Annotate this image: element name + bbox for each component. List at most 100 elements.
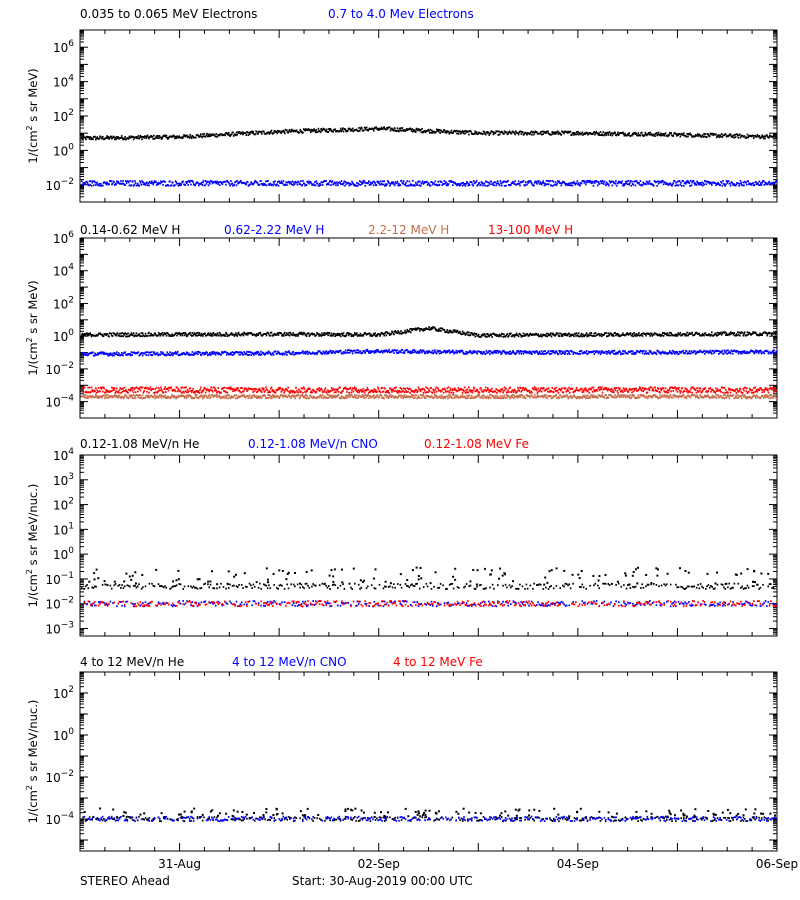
- data-point: [319, 183, 321, 185]
- data-point: [737, 182, 740, 185]
- data-point: [569, 333, 572, 336]
- data-point: [140, 332, 143, 335]
- data-point: [137, 395, 139, 397]
- data-point: [707, 334, 710, 337]
- data-point: [195, 136, 197, 139]
- data-point: [242, 395, 245, 398]
- data-point: [615, 353, 618, 355]
- data-point: [413, 395, 416, 397]
- data-point: [686, 133, 689, 135]
- data-point: [271, 396, 273, 399]
- data-point: [349, 332, 352, 335]
- data-point: [378, 333, 381, 336]
- series-title: 0.62-2.22 MeV H: [224, 223, 324, 237]
- data-point: [114, 395, 117, 398]
- data-point: [773, 349, 775, 352]
- data-point: [635, 333, 637, 335]
- data-point: [517, 133, 520, 136]
- data-point: [102, 335, 105, 337]
- data-point: [109, 137, 111, 139]
- data-point: [606, 352, 608, 355]
- data-point: [554, 131, 556, 134]
- data-point: [139, 335, 142, 338]
- data-point: [438, 350, 440, 352]
- data-point: [376, 334, 378, 337]
- data-point: [201, 136, 203, 139]
- data-point: [517, 132, 519, 134]
- data-point: [181, 137, 184, 140]
- data-point: [310, 182, 313, 185]
- data-point: [751, 332, 754, 335]
- data-point: [187, 184, 189, 186]
- data-point: [158, 331, 160, 334]
- data-point: [102, 184, 104, 187]
- data-point: [490, 180, 493, 183]
- data-point: [265, 334, 268, 337]
- data-point: [132, 135, 134, 138]
- data-point: [376, 180, 378, 183]
- data-point: [92, 180, 94, 183]
- data-point: [622, 332, 624, 335]
- data-point: [315, 129, 318, 131]
- data-point: [529, 133, 531, 136]
- data-point: [671, 349, 674, 352]
- data-point: [702, 350, 705, 353]
- data-point: [723, 183, 726, 186]
- data-point: [405, 184, 408, 187]
- data-point: [239, 131, 241, 134]
- data-point: [167, 137, 170, 139]
- data-point: [469, 129, 472, 132]
- data-point: [606, 131, 609, 134]
- data-point: [211, 351, 213, 354]
- data-point: [194, 351, 196, 354]
- data-point: [239, 353, 242, 356]
- data-point: [293, 394, 296, 397]
- data-point: [406, 328, 409, 331]
- data-point: [550, 352, 553, 355]
- data-point: [203, 396, 206, 399]
- data-point: [415, 127, 418, 130]
- data-point: [123, 395, 126, 398]
- data-point: [662, 133, 665, 135]
- data-point: [653, 133, 656, 136]
- data-point: [612, 349, 614, 352]
- data-point: [330, 394, 332, 397]
- data-point: [522, 332, 525, 335]
- data-point: [502, 335, 504, 338]
- data-point: [766, 134, 768, 137]
- data-point: [644, 131, 647, 134]
- data-point: [83, 396, 86, 399]
- data-point: [433, 351, 435, 354]
- data-point: [510, 132, 513, 135]
- data-point: [211, 352, 214, 355]
- data-point: [321, 184, 324, 186]
- data-point: [117, 180, 119, 183]
- data-point: [576, 180, 579, 183]
- data-point: [229, 184, 231, 187]
- data-point: [621, 334, 623, 336]
- data-point: [378, 396, 381, 399]
- data-point: [207, 180, 209, 183]
- data-point: [566, 132, 569, 134]
- data-point: [340, 130, 343, 133]
- data-point: [228, 183, 231, 185]
- data-point: [547, 350, 550, 352]
- data-point: [368, 180, 370, 183]
- y-tick-label: 106: [53, 230, 74, 246]
- data-point: [622, 183, 625, 186]
- data-point: [155, 135, 158, 137]
- data-point: [542, 353, 544, 355]
- data-point: [197, 184, 200, 187]
- data-point: [541, 334, 544, 337]
- data-point: [323, 351, 325, 354]
- data-point: [729, 184, 732, 187]
- data-point: [474, 130, 476, 133]
- data-point: [477, 333, 480, 336]
- data-point: [414, 327, 417, 330]
- data-point: [94, 181, 96, 184]
- data-point: [550, 335, 553, 338]
- data-point: [531, 182, 533, 185]
- data-point: [760, 182, 762, 185]
- data-point: [393, 333, 395, 336]
- data-point: [162, 333, 165, 336]
